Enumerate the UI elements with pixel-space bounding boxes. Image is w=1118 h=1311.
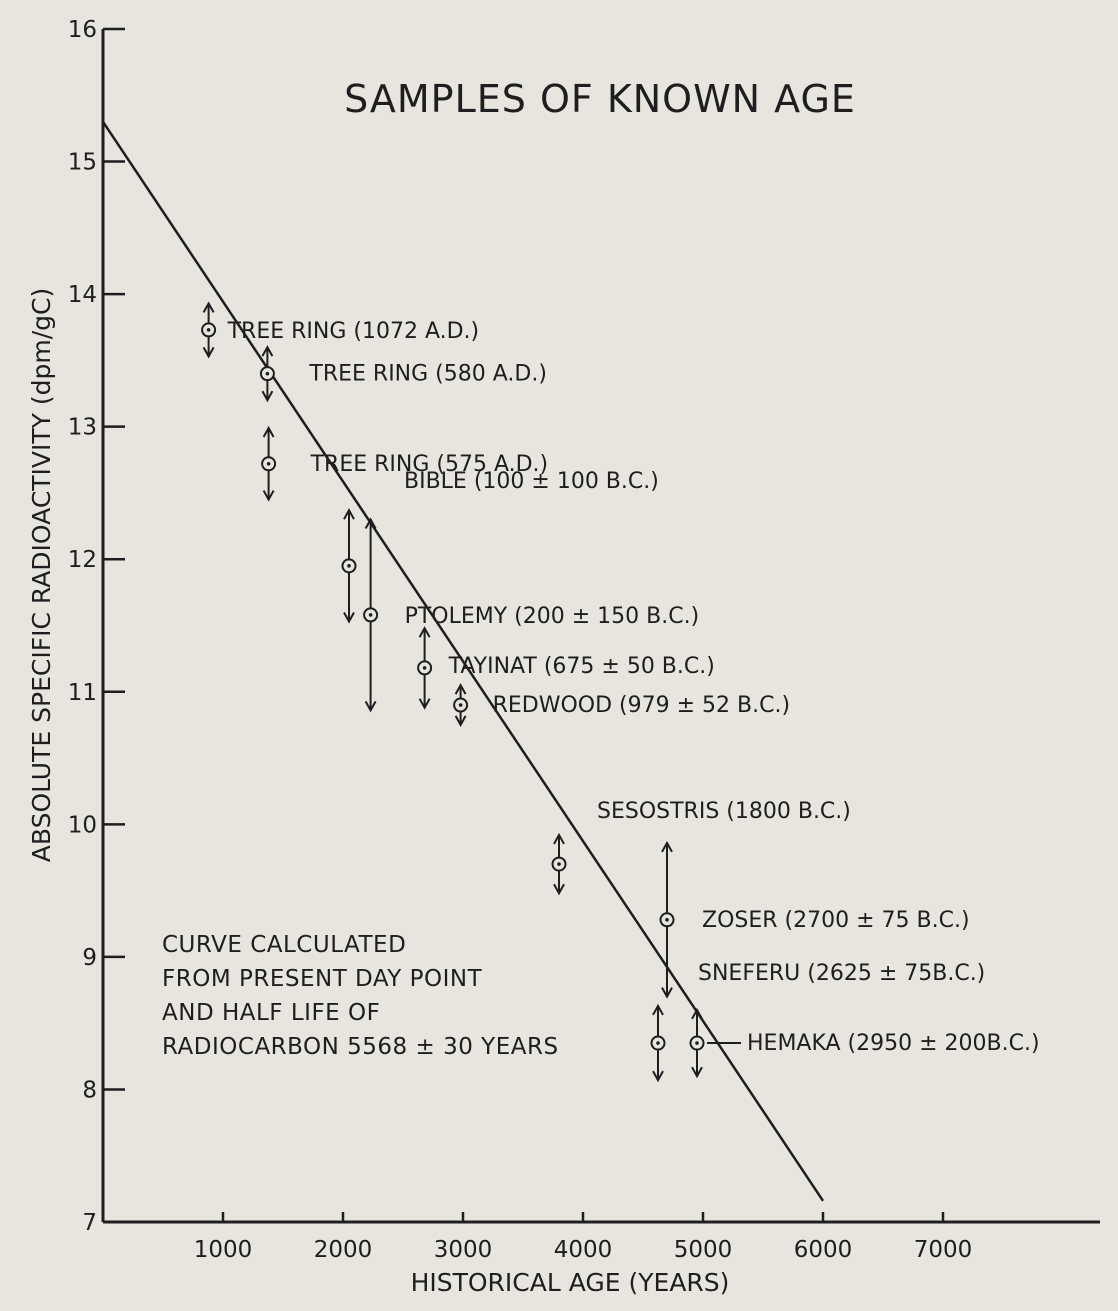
point-label: REDWOOD (979 ± 52 B.C.) [493,693,790,718]
error-bar-cap-top [652,1003,664,1016]
data-point: TREE RING (575 A.D.) [261,425,549,502]
y-tick-label: 10 [68,812,97,838]
error-bar-cap-top [418,626,431,638]
error-bar-cap-bottom [691,1066,703,1079]
x-tick-label: 6000 [794,1237,853,1263]
point-label: HEMAKA (2950 ± 200B.C.) [747,1031,1040,1056]
error-bar-cap-top [202,301,215,313]
note-line: FROM PRESENT DAY POINT [162,966,483,992]
error-bar-cap-bottom [261,390,274,403]
y-tick-label: 12 [68,547,97,573]
point-label: TREE RING (575 A.D.) [310,452,549,477]
x-tick-label: 5000 [674,1237,733,1263]
error-bar-cap-bottom [418,698,431,710]
point-label: TREE RING (1072 A.D.) [227,319,480,344]
y-ticks: 7 8 9 10 11 12 13 14 15 16 [68,17,125,1236]
error-bar-cap-top [262,425,275,438]
point-label: TAYINAT (675 ± 50 B.C.) [448,654,715,679]
data-point: SNEFERU (2625 ± 75B.C.) [650,961,985,1083]
note-line: AND HALF LIFE OF [162,1000,380,1026]
data-point: TREE RING (580 A.D.) [259,345,547,403]
data-point: SESOSTRIS (1800 B.C.) [551,799,851,896]
error-bar-cap-top [553,832,565,845]
data-points: TREE RING (1072 A.D.) TREE RING (580 A.D.… [201,301,1040,1083]
error-bar-cap-top [454,683,467,695]
y-tick-label: 7 [82,1210,97,1236]
y-tick-label: 9 [82,945,97,971]
x-tick-label: 1000 [194,1237,253,1263]
data-point: PTOLEMY (200 ± 150 B.C.) [363,517,700,713]
x-tick-label: 4000 [554,1237,613,1263]
error-bar-cap-bottom [202,346,215,359]
error-bar-cap-top [364,517,377,529]
curve-note: CURVE CALCULATED FROM PRESENT DAY POINT AN… [162,932,559,1060]
error-bar-cap-bottom [652,1070,664,1083]
note-line: RADIOCARBON 5568 ± 30 YEARS [162,1034,559,1060]
error-bar-cap-bottom [364,700,377,713]
point-center [266,461,271,466]
point-label: SNEFERU (2625 ± 75B.C.) [698,961,985,986]
calculated-curve [101,121,825,1202]
point-label: TREE RING (580 A.D.) [308,362,547,387]
point-center [347,564,351,568]
data-point: TREE RING (1072 A.D.) [201,301,480,359]
point-center [665,917,669,922]
x-ticks: 1000 2000 3000 4000 5000 6000 7000 [194,1212,973,1263]
point-label: BIBLE (100 ± 100 B.C.) [404,469,659,494]
point-label: PTOLEMY (200 ± 150 B.C.) [405,604,700,629]
error-bar-cap-bottom [454,715,467,727]
y-tick-label: 8 [82,1077,97,1103]
y-tick-label: 15 [68,150,97,176]
point-center [557,862,561,866]
point-center [656,1041,660,1045]
note-line: CURVE CALCULATED [162,932,406,958]
point-center [695,1041,699,1045]
error-bar-cap-top [261,345,274,357]
error-bar-cap-top [691,1007,703,1020]
point-label: SESOSTRIS (1800 B.C.) [597,799,851,824]
point-label: ZOSER (2700 ± 75 B.C.) [702,908,970,933]
error-bar-cap-top [343,508,355,520]
x-tick-label: 2000 [314,1237,373,1263]
point-center [458,703,463,707]
y-tick-label: 11 [68,680,97,706]
y-tick-label: 13 [68,415,97,441]
error-bar-cap-bottom [262,490,275,502]
x-tick-label: 3000 [434,1237,493,1263]
point-center [422,666,427,670]
error-bar-cap-top [661,840,673,853]
error-bar-cap-bottom [661,987,673,999]
data-point: HEMAKA (2950 ± 200B.C.) [689,1007,1040,1079]
x-tick-label: 7000 [914,1237,973,1263]
data-point: BIBLE (100 ± 100 B.C.) [341,469,659,624]
y-axis-label: ABSOLUTE SPECIFIC RADIOACTIVITY (dpm/gC) [27,288,56,862]
data-point: REDWOOD (979 ± 52 B.C.) [453,683,790,727]
point-center [265,371,270,376]
x-axis-label: HISTORICAL AGE (YEARS) [411,1268,730,1297]
y-tick-label: 16 [68,17,97,43]
point-center [368,613,373,617]
error-bar-cap-bottom [553,883,565,896]
data-point: TAYINAT (675 ± 50 B.C.) [417,626,715,710]
data-point: ZOSER (2700 ± 75 B.C.) [659,840,970,999]
error-bar-cap-bottom [343,612,355,624]
chart-title: SAMPLES OF KNOWN AGE [344,77,856,121]
point-center [206,328,211,332]
y-tick-label: 14 [68,282,97,308]
